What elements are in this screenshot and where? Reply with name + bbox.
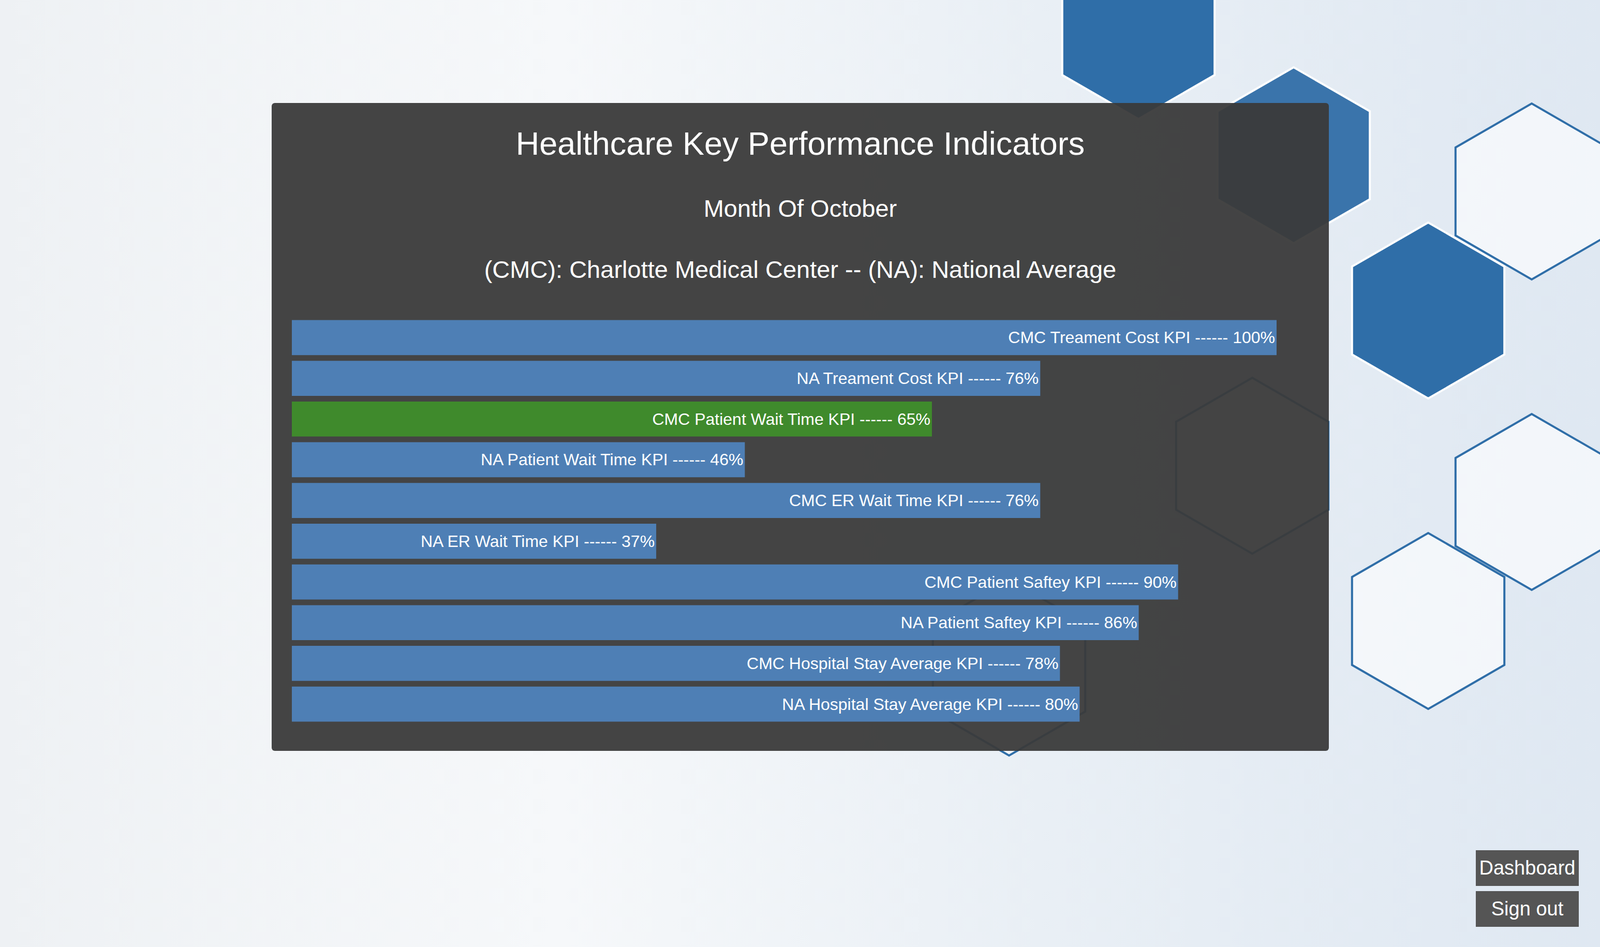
html-text:Dashboard: Dashboard <box>1479 856 1576 879</box>
html-text:(CMC): Charlotte Medical Cente: (CMC): Charlotte Medical Center -- (NA):… <box>484 255 1117 284</box>
svg-text:NA Patient Wait Time KPI -----: NA Patient Wait Time KPI ------ 46% <box>480 450 744 469</box>
svg-text:NA Hospital Stay Average KPI -: NA Hospital Stay Average KPI ------ 80% <box>781 694 1078 714</box>
svg-text:CMC Hospital Stay Average KPI: CMC Hospital Stay Average KPI ------ 78% <box>746 654 1059 673</box>
svg-text:CMC Patient Wait Time KPI ----: CMC Patient Wait Time KPI ------ 65% <box>652 409 931 429</box>
html-text:Month Of October: Month Of October <box>703 194 897 222</box>
svg-text:CMC Patient Saftey KPI ------: CMC Patient Saftey KPI ------ 90% <box>924 572 1177 592</box>
svg-text:CMC ER Wait Time KPI ------ 76: CMC ER Wait Time KPI ------ 76% <box>789 491 1039 510</box>
html-text:Sign out: Sign out <box>1491 897 1564 920</box>
html-text:Healthcare Key Performance Ind: Healthcare Key Performance Indicators <box>515 125 1085 162</box>
svg-text:NA Patient Saftey KPI ------ 8: NA Patient Saftey KPI ------ 86% <box>900 613 1138 632</box>
svg-text:CMC Treament Cost KPI ------ 1: CMC Treament Cost KPI ------ 100% <box>1008 328 1276 347</box>
svg-text:NA ER Wait Time KPI ------ 37%: NA ER Wait Time KPI ------ 37% <box>420 531 655 551</box>
svg-text:NA Treament Cost KPI ------ 76: NA Treament Cost KPI ------ 76% <box>796 368 1040 388</box>
